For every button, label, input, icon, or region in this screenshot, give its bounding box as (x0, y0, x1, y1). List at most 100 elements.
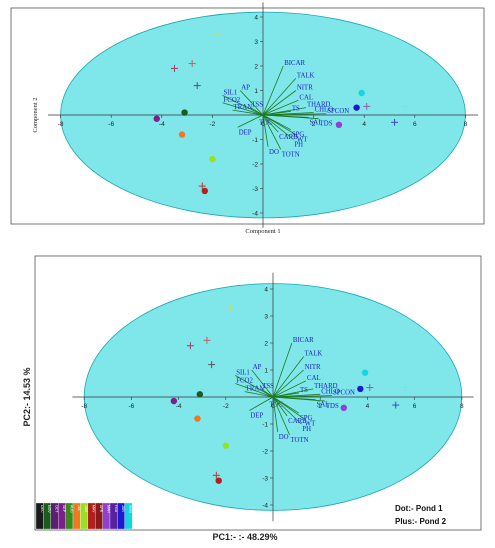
x-axis-title: Component 1 (245, 228, 280, 235)
pond1-dot (194, 415, 201, 422)
legend-swatch (124, 502, 133, 530)
loading-label: TS (292, 105, 300, 112)
loading-label: TOTN (291, 437, 309, 444)
y-tick-label: 2 (254, 64, 258, 71)
loading-vector (272, 396, 304, 419)
legend-swatch-label: JUN (84, 505, 88, 512)
loading-label: SPG (292, 132, 305, 139)
loading-label: DO (279, 434, 289, 441)
loading-label: TDS (320, 121, 333, 128)
loading-vector (272, 396, 290, 435)
loading-vector (272, 395, 333, 398)
legend-swatch-label: NOV (47, 505, 51, 513)
y-tick-label: 4 (264, 287, 268, 294)
legend-note-pond1: Dot:- Pond 1 (395, 504, 443, 513)
pond1-dot (181, 109, 188, 116)
pond1-dot (209, 155, 216, 163)
y-tick-label: 4 (254, 15, 258, 22)
loading-label: PH (302, 426, 311, 433)
loading-label: CARB (288, 418, 307, 425)
y-axis-title: Component 2 (32, 97, 39, 132)
loading-label: CAL (299, 94, 313, 101)
x-axis-title: PC1:- :- 48.29% (212, 532, 277, 542)
y-tick-label: -2 (262, 449, 268, 456)
loading-label: SPG (300, 415, 313, 422)
loading-label: TSS (262, 383, 274, 390)
loading-label: THARD (314, 383, 338, 390)
y-tick-label: -1 (252, 137, 258, 144)
x-tick-label: -4 (176, 403, 182, 410)
x-tick-label: 0 (271, 403, 275, 410)
loading-label: FCO2 (224, 97, 241, 104)
loading-vector (272, 369, 304, 398)
loading-label: DEP (250, 413, 263, 420)
pond1-dot (357, 385, 364, 393)
loading-label: SIL1 (224, 89, 238, 96)
loading-label: TOC (259, 119, 273, 126)
loading-vector (222, 95, 264, 116)
loading-vector (262, 114, 269, 147)
y-tick-label: -3 (262, 476, 268, 483)
x-tick-label: -6 (108, 121, 114, 128)
loading-label: DEP (239, 129, 252, 136)
loading-label: THARD (307, 102, 331, 109)
y-tick-label: 1 (254, 88, 258, 95)
biplot-top: -8 -6 -4 -2 0 2 4 6 8 -4 -3 -2 -1 1 2 3 4 BICAR TALK NITR CA… (10, 2, 485, 235)
pond1-dot (170, 397, 178, 405)
legend-swatch-label: JAN (121, 505, 125, 512)
loading-label: TS (300, 387, 308, 394)
loading-vector (260, 388, 274, 398)
loading-label: CAL (307, 375, 321, 382)
y-tick-label: 2 (264, 341, 268, 348)
y-tick-label: -1 (262, 422, 268, 429)
x-tick-label: -6 (129, 403, 135, 410)
y-axis-title: PC2:- 14.53 % (22, 367, 32, 426)
loading-label: TDS (326, 403, 339, 410)
y-tick-label: -2 (252, 162, 258, 169)
loading-label: BICAR (293, 337, 314, 344)
pond1-dot (358, 89, 365, 97)
loading-vector (249, 396, 274, 411)
pond1-dot (153, 115, 160, 122)
x-tick-label: 8 (464, 121, 468, 128)
loading-vector (232, 109, 264, 116)
loading-vector (272, 396, 279, 433)
x-tick-label: -4 (159, 121, 165, 128)
x-tick-label: 8 (460, 403, 464, 410)
x-tick-label: 6 (413, 403, 417, 410)
legend-swatch-label: JUL (77, 505, 81, 511)
loading-label: NITR (305, 364, 321, 371)
loading-label: SAL (310, 119, 323, 126)
x-tick-label: -8 (81, 403, 87, 410)
biplot-bottom: -8 -6 -4 -2 0 2 4 6 8 -4 -3 -2 -1 1 2 3 4 BICAR TALK NITR CA… (22, 255, 482, 542)
loading-label: DO (269, 149, 279, 156)
pond1-dot (178, 131, 186, 138)
loading-vector (272, 342, 293, 398)
x-tick-label: 0 (261, 121, 265, 128)
legend-swatch-label: OCT (55, 505, 59, 513)
pond1-dot (196, 391, 204, 398)
legend-swatch-label: FEB (114, 505, 118, 513)
legend-swatch-label: APR (99, 505, 103, 513)
loading-vector (237, 114, 264, 128)
loading-label: SAL (316, 402, 329, 409)
loading-label: TRAN (234, 104, 253, 111)
loading-label: CHLO (321, 388, 340, 395)
loading-label: TRAN (246, 386, 265, 393)
y-tick-label: 1 (264, 368, 268, 375)
loading-vector (262, 114, 319, 120)
loading-vector (272, 396, 302, 425)
loading-label: CHLO (315, 107, 334, 114)
legend-swatch-label: Seas (129, 505, 133, 513)
loading-vector (262, 114, 294, 140)
loading-label: WT (297, 137, 308, 144)
x-tick-label: 4 (362, 121, 366, 128)
loading-vector (262, 90, 297, 116)
pond1-dot (222, 442, 229, 449)
loading-label: SIL1 (236, 369, 250, 376)
loading-label: TALK (305, 351, 323, 358)
loading-vector (272, 392, 300, 398)
pond1-dot (201, 187, 209, 195)
pond1-dot (353, 104, 360, 111)
